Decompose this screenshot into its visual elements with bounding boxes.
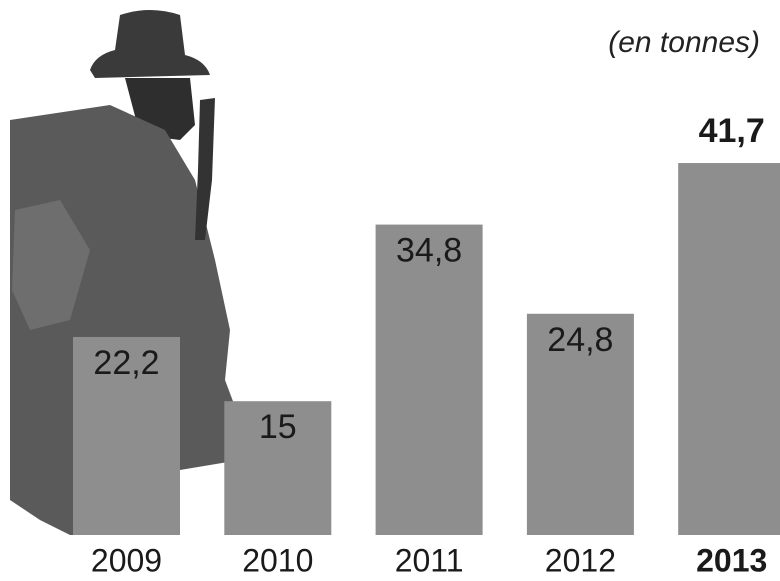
x-tick-label: 2012 bbox=[545, 542, 616, 578]
value-label: 15 bbox=[259, 408, 297, 446]
x-tick-label: 2013 bbox=[696, 542, 767, 578]
bar bbox=[224, 401, 332, 535]
rifle bbox=[195, 98, 215, 240]
x-tick-label: 2010 bbox=[242, 542, 313, 578]
bar bbox=[73, 336, 180, 535]
value-label: 41,7 bbox=[699, 112, 765, 150]
bar bbox=[678, 163, 780, 535]
soldier-silhouette bbox=[10, 10, 240, 535]
bar bbox=[526, 313, 634, 535]
bar bbox=[375, 224, 483, 536]
value-label: 22,2 bbox=[93, 344, 159, 382]
hat bbox=[90, 10, 210, 78]
x-tick-label: 2011 bbox=[395, 542, 464, 578]
x-tick-label: 2009 bbox=[91, 542, 162, 578]
chart-subtitle: (en tonnes) bbox=[608, 26, 760, 59]
value-label: 34,8 bbox=[396, 232, 462, 270]
value-label: 24,8 bbox=[547, 321, 613, 359]
camo-patch bbox=[12, 200, 90, 330]
